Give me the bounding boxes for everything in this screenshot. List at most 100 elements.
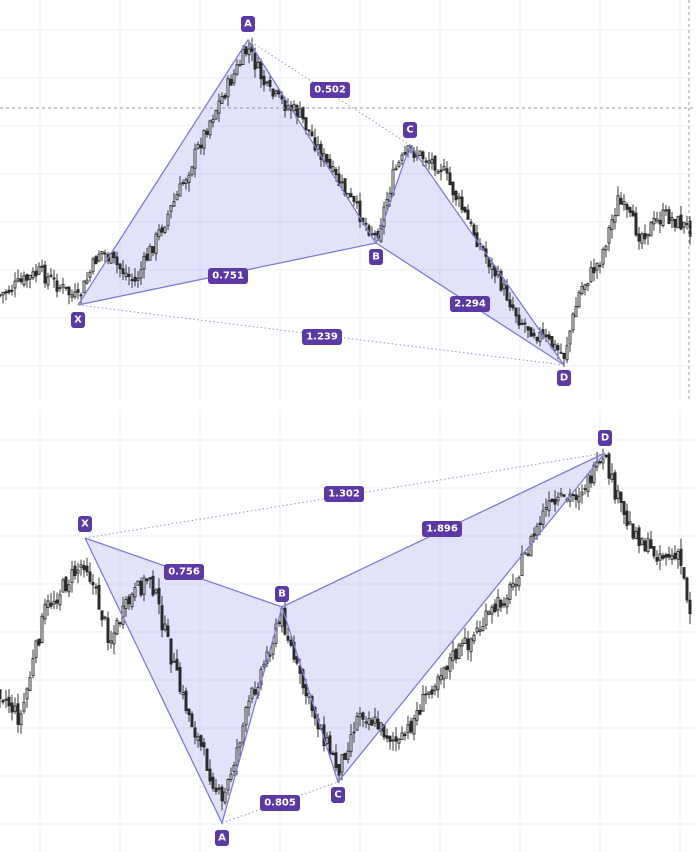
candle-body [685, 223, 689, 226]
candle-body [622, 201, 626, 206]
candle-body [421, 151, 425, 160]
top-candles [0, 37, 692, 367]
candle-body [625, 510, 629, 526]
candle-body [244, 46, 248, 55]
candle-body [127, 596, 131, 605]
candle-body [301, 669, 305, 689]
top-triangle-xab [78, 40, 376, 305]
candle-body [91, 581, 95, 586]
candle-body [448, 172, 452, 186]
candle-body [637, 527, 641, 547]
candle-body [484, 610, 488, 626]
candle-body [178, 667, 182, 692]
candle-body [376, 718, 380, 730]
candle-body [439, 169, 443, 173]
candle-body [163, 226, 167, 233]
candle-body [10, 702, 14, 713]
candle-body [178, 183, 182, 197]
candle-body [454, 191, 458, 201]
candle-body [100, 251, 104, 255]
bottom-point-d: D [598, 430, 612, 446]
candle-body [607, 453, 611, 479]
candle-body [529, 536, 533, 557]
candle-body [649, 539, 653, 549]
candle-body [37, 266, 41, 275]
candle-body [244, 707, 248, 726]
candle-body [511, 304, 515, 309]
candle-body [658, 220, 662, 225]
candle-body [331, 752, 335, 756]
candle-body [454, 648, 458, 660]
candle-body [262, 75, 266, 86]
candle-body [439, 675, 443, 681]
candle-body [499, 599, 503, 608]
candle-body [619, 491, 623, 503]
candle-body [640, 233, 644, 244]
candle-body [649, 221, 653, 237]
candle-body [433, 155, 437, 171]
candle-body [526, 553, 530, 556]
candle-body [115, 619, 119, 635]
candle-body [241, 725, 245, 743]
candle-body [421, 694, 425, 712]
candle-body [517, 314, 521, 326]
candle-body [187, 708, 191, 715]
candle-body [457, 196, 461, 199]
candle-body [577, 292, 581, 308]
candle-body [391, 739, 395, 742]
candle-body [448, 657, 452, 672]
candle-body [340, 181, 344, 184]
candle-body [253, 689, 257, 695]
candle-body [124, 598, 128, 610]
candle-body [82, 565, 86, 571]
candle-body [550, 336, 554, 348]
candle-body [346, 750, 350, 760]
candle-body [469, 638, 473, 653]
candle-body [430, 158, 434, 164]
candle-body [61, 283, 65, 288]
candle-body [586, 282, 590, 286]
candle-body [565, 345, 569, 361]
candle-body [367, 718, 371, 725]
candle-body [676, 216, 680, 229]
svg-text:1.239: 1.239 [306, 332, 338, 343]
candle-body [601, 458, 605, 464]
candle-body [94, 256, 98, 265]
candle-body [238, 742, 242, 748]
svg-text:X: X [74, 315, 82, 326]
candle-body [112, 251, 116, 259]
candle-body [286, 105, 290, 110]
candle-body [634, 212, 638, 236]
candle-body [271, 88, 275, 97]
candle-body [646, 538, 650, 553]
candle-body [154, 233, 158, 255]
candle-body [100, 610, 104, 621]
candle-body [37, 638, 41, 646]
candle-body [328, 735, 332, 755]
candle-body [469, 221, 473, 224]
candle-body [652, 546, 656, 557]
candle-body [574, 306, 578, 318]
candle-body [46, 600, 50, 609]
candle-body [508, 583, 512, 601]
candle-body [217, 100, 221, 114]
svg-text:B: B [372, 252, 380, 263]
candle-body [562, 494, 566, 497]
candle-body [427, 160, 431, 164]
candle-body [229, 773, 233, 781]
bottom-ratio-bd: 1.896 [422, 521, 462, 537]
candle-body [118, 263, 122, 270]
candle-body [202, 742, 206, 748]
candle-body [553, 343, 557, 351]
candle-body [190, 166, 194, 176]
candle-body [163, 623, 167, 631]
candle-body [241, 49, 245, 65]
candle-body [589, 475, 593, 484]
candle-body [424, 693, 428, 696]
candle-body [40, 265, 44, 268]
candle-body [256, 61, 260, 69]
candle-body [292, 103, 296, 111]
candle-body [70, 294, 74, 298]
candle-body [493, 603, 497, 612]
candle-body [619, 197, 623, 205]
